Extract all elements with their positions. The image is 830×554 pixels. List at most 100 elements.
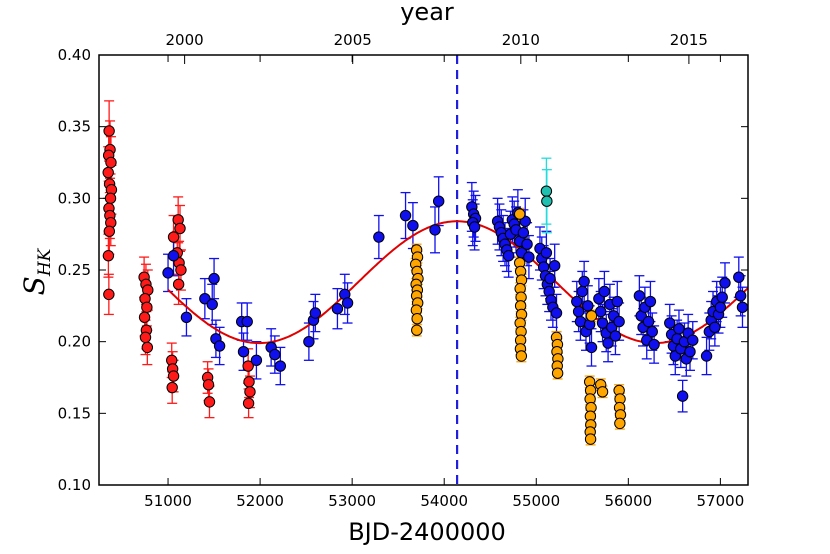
point-orange-12 <box>513 208 526 220</box>
point-blue-20 <box>341 297 354 309</box>
point-red-37 <box>242 360 254 372</box>
point-red-38 <box>243 376 255 388</box>
point-blue-111 <box>714 301 727 313</box>
series-cyan-points <box>540 185 553 207</box>
y-tick-label-0.25: 0.25 <box>58 261 91 279</box>
point-blue-69 <box>585 341 598 354</box>
point-red-28 <box>175 264 187 276</box>
point-blue-57 <box>548 260 561 272</box>
point-blue-80 <box>611 295 623 308</box>
point-blue-37 <box>502 249 515 262</box>
point-red-32 <box>167 370 180 382</box>
point-orange-30 <box>551 367 564 379</box>
point-red-18 <box>141 301 153 313</box>
x-tick-label-52000: 52000 <box>236 492 284 510</box>
point-blue-75 <box>602 337 614 349</box>
point-blue-62 <box>572 305 585 318</box>
point-red-23 <box>167 231 180 243</box>
point-blue-103 <box>687 334 699 346</box>
top-tick-label-2005: 2005 <box>334 31 372 49</box>
point-blue-59 <box>540 247 553 259</box>
point-blue-81 <box>613 315 625 328</box>
y-tick-label-0.3: 0.30 <box>58 189 91 207</box>
point-blue-0 <box>162 267 174 279</box>
plot-content <box>102 55 748 485</box>
point-blue-13 <box>269 348 281 361</box>
point-blue-17 <box>309 307 322 319</box>
point-blue-88 <box>644 295 657 308</box>
point-red-19 <box>138 311 151 323</box>
point-blue-91 <box>664 317 676 329</box>
point-blue-67 <box>582 300 594 312</box>
point-blue-22 <box>399 209 412 222</box>
point-blue-11 <box>250 354 263 366</box>
series-blue-points <box>162 195 748 402</box>
top-tick-label-2000: 2000 <box>166 31 204 49</box>
point-blue-61 <box>571 295 583 308</box>
point-orange-39 <box>585 310 598 322</box>
x-tick-label-54000: 54000 <box>420 492 468 510</box>
point-orange-10 <box>411 313 423 325</box>
point-red-40 <box>242 397 255 409</box>
point-red-33 <box>166 381 178 394</box>
point-blue-14 <box>274 360 287 372</box>
point-orange-38 <box>584 433 597 445</box>
point-red-25 <box>174 222 186 235</box>
point-blue-65 <box>578 275 590 288</box>
y-axis-title-main: S <box>18 276 51 295</box>
point-blue-89 <box>646 325 658 338</box>
point-blue-58 <box>550 307 563 319</box>
point-blue-112 <box>716 291 728 303</box>
point-blue-98 <box>676 390 689 402</box>
point-blue-30 <box>468 221 481 233</box>
point-blue-60 <box>544 272 556 285</box>
point-blue-72 <box>596 317 609 329</box>
point-blue-24 <box>429 224 441 236</box>
point-red-29 <box>172 278 185 291</box>
point-blue-82 <box>633 290 646 302</box>
x-axis-title: BJD-2400000 <box>348 518 506 546</box>
point-blue-18 <box>331 303 344 315</box>
point-blue-79 <box>609 330 622 342</box>
point-blue-1 <box>167 249 180 262</box>
point-orange-41 <box>596 386 609 398</box>
y-tick-label-0.15: 0.15 <box>58 404 91 422</box>
point-blue-47 <box>521 238 533 250</box>
point-blue-102 <box>684 346 696 358</box>
point-blue-71 <box>595 305 607 318</box>
point-red-22 <box>141 341 154 354</box>
point-blue-15 <box>303 335 315 348</box>
point-blue-3 <box>199 292 211 305</box>
point-orange-24 <box>515 350 528 362</box>
point-red-35 <box>202 378 215 391</box>
series-orange-points <box>409 208 627 445</box>
point-red-21 <box>139 331 152 344</box>
point-blue-104 <box>700 350 713 362</box>
point-blue-25 <box>432 195 445 207</box>
point-cyan-1 <box>541 195 553 207</box>
point-red-4 <box>102 166 114 179</box>
point-blue-48 <box>523 251 535 263</box>
series-cyan-errorbars <box>541 157 552 234</box>
top-tick-label-2015: 2015 <box>670 31 708 49</box>
point-red-39 <box>244 386 256 398</box>
point-blue-10 <box>241 315 253 328</box>
point-blue-4 <box>206 298 218 311</box>
point-blue-96 <box>673 323 685 335</box>
point-blue-45 <box>517 227 530 239</box>
point-blue-87 <box>642 315 655 328</box>
point-blue-23 <box>407 219 419 232</box>
x-tick-label-53000: 53000 <box>328 492 376 510</box>
point-cyan-0 <box>540 185 553 197</box>
y-tick-label-0.4: 0.40 <box>58 46 91 64</box>
point-red-7 <box>104 192 117 205</box>
point-red-36 <box>203 396 216 408</box>
point-red-3 <box>105 156 117 169</box>
ticks: 51000 52000 53000 54000 55000 56000 57000 0.10 0… <box>58 31 748 510</box>
point-blue-116 <box>736 301 748 313</box>
point-blue-5 <box>208 272 220 285</box>
y-axis-title: SHK <box>18 247 55 295</box>
x-tick-label-57000: 57000 <box>697 492 745 510</box>
point-blue-113 <box>719 277 731 289</box>
